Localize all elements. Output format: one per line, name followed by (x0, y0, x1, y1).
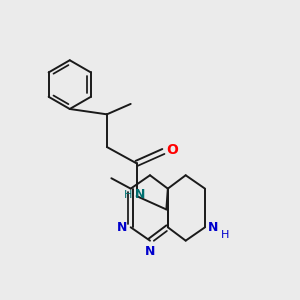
Text: N: N (135, 188, 146, 201)
Text: N: N (117, 221, 127, 234)
Text: H: H (221, 230, 230, 240)
Text: N: N (145, 245, 155, 258)
Text: H: H (124, 190, 132, 200)
Text: N: N (208, 221, 218, 234)
Text: O: O (166, 143, 178, 157)
